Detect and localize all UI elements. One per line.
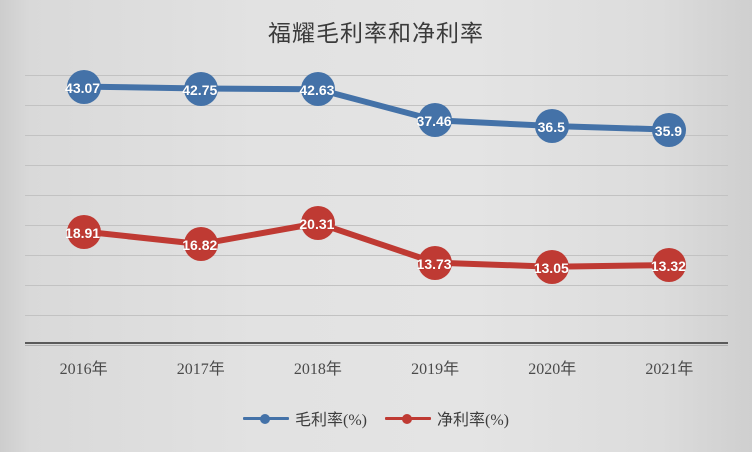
legend-item-0[interactable]: 毛利率(%) (243, 406, 367, 430)
data-point-marker[interactable] (66, 214, 101, 249)
legend-item-1[interactable]: 净利率(%) (385, 406, 509, 430)
x-axis-tick-label: 2019年 (411, 361, 460, 378)
x-axis-tick-label: 2018年 (293, 361, 342, 378)
series-lines (80, 83, 673, 270)
gridline (25, 75, 728, 76)
legend-label-1: 净利率(%) (437, 412, 509, 429)
x-axis-tick-label: 2020年 (528, 361, 577, 378)
data-point-marker[interactable] (535, 249, 570, 284)
line-series-1 (80, 220, 673, 270)
legend-marker-icon-0 (243, 411, 289, 425)
line-series-0 (80, 83, 673, 133)
data-point-marker[interactable] (652, 248, 687, 283)
gridline (25, 165, 728, 166)
chart-legend: 毛利率(%) 净利率(%) (0, 406, 752, 430)
gridline (25, 135, 728, 136)
data-point-marker[interactable] (66, 69, 101, 104)
chart-title: 福耀毛利率和净利率 (268, 21, 484, 46)
x-axis-tick-label: 2016年 (59, 361, 108, 378)
data-point-marker[interactable] (652, 112, 687, 147)
legend-marker-icon-1 (385, 411, 431, 425)
data-point-marker[interactable] (183, 71, 218, 106)
data-point-marker[interactable] (535, 109, 570, 143)
data-point-marker[interactable] (183, 227, 218, 262)
legend-label-0: 毛利率(%) (295, 412, 367, 429)
gridline (25, 195, 728, 196)
x-axis-tick-label: 2017年 (176, 361, 225, 378)
data-point-marker[interactable] (300, 72, 335, 107)
data-point-marker[interactable] (418, 245, 453, 280)
x-axis-tick-label: 2021年 (645, 361, 694, 378)
data-point-marker[interactable] (300, 206, 335, 241)
x-axis-labels: 2016年 2017年 2018年 2019年 2020年 2021年 (25, 355, 728, 385)
gridline (25, 315, 728, 316)
gridline (25, 225, 728, 226)
x-axis-line (25, 342, 728, 344)
gridline (25, 255, 728, 256)
plot-area: 43.07 42.75 42.63 37.46 36.5 35.9 18.91 16.82 20… (25, 60, 728, 346)
gridline (25, 285, 728, 286)
data-point-marker[interactable] (418, 103, 453, 138)
gridline (25, 345, 728, 346)
